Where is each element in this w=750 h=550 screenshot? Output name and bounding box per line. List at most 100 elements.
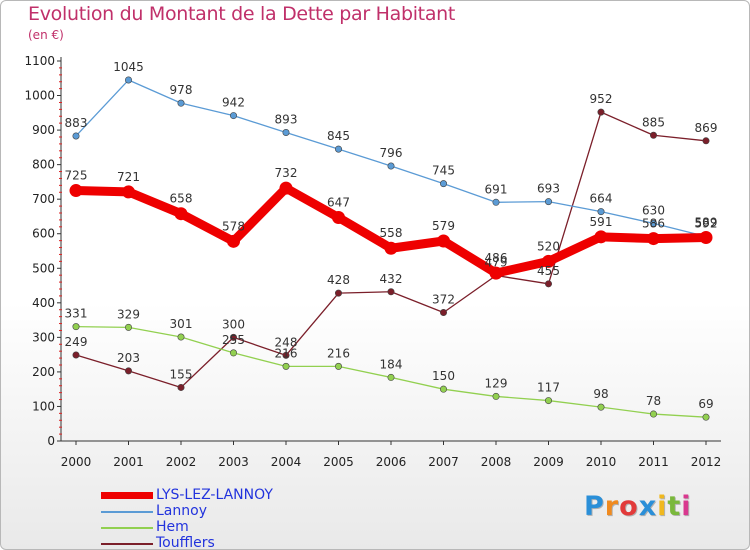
- data-label: 216: [275, 346, 298, 360]
- y-tick-label: 100: [32, 399, 55, 413]
- x-tick-label: 2008: [481, 455, 512, 469]
- data-point: [597, 108, 605, 116]
- data-label: 248: [275, 335, 298, 349]
- legend-swatch: [101, 492, 153, 499]
- data-label: 725: [65, 169, 88, 183]
- data-point: [125, 367, 133, 375]
- y-tick-label: 300: [32, 330, 55, 344]
- data-label: 630: [642, 203, 665, 217]
- data-point: [230, 333, 238, 341]
- data-label: 869: [695, 121, 718, 135]
- data-point: [174, 207, 188, 221]
- data-label: 1045: [113, 60, 144, 74]
- data-point: [544, 198, 552, 206]
- data-point: [282, 362, 290, 370]
- legend-swatch: [101, 543, 153, 545]
- data-point: [387, 288, 395, 296]
- data-point: [702, 137, 710, 145]
- logo-letter: o: [619, 491, 639, 522]
- data-label: 796: [380, 146, 403, 160]
- data-point: [437, 234, 450, 248]
- data-point: [230, 349, 238, 357]
- data-point: [542, 254, 555, 268]
- data-point: [72, 323, 80, 331]
- y-tick-label: 800: [32, 158, 55, 172]
- data-point: [544, 397, 552, 405]
- data-label: 591: [590, 215, 613, 229]
- data-label: 721: [117, 170, 140, 184]
- data-label: 691: [485, 182, 508, 196]
- data-label: 455: [537, 264, 560, 278]
- data-point: [439, 385, 447, 393]
- x-tick-label: 2002: [166, 455, 197, 469]
- data-point: [439, 308, 447, 316]
- legend-label: Lannoy: [156, 503, 207, 519]
- chart-axes: 0 100 200 300 400 500 600 700 800 900 1000 1100 2000…: [24, 54, 721, 469]
- x-tick-label: 2010: [586, 455, 617, 469]
- data-point: [332, 210, 345, 224]
- y-tick-label: 700: [32, 192, 55, 206]
- data-point: [649, 410, 657, 418]
- data-label: 78: [646, 394, 661, 408]
- data-label: 745: [432, 164, 455, 178]
- data-point: [230, 112, 238, 120]
- chart-subtitle: (en €): [28, 28, 64, 42]
- data-label: 952: [590, 92, 613, 106]
- data-point: [282, 351, 290, 359]
- logo-letter: i: [657, 491, 668, 522]
- data-point: [649, 131, 657, 139]
- data-point: [177, 383, 185, 391]
- data-point: [279, 181, 293, 195]
- x-tick-label: 2009: [533, 455, 564, 469]
- data-point: [69, 184, 83, 198]
- data-point: [387, 162, 395, 170]
- data-label: 300: [222, 317, 245, 331]
- data-label: 331: [65, 307, 88, 321]
- data-point: [699, 231, 713, 245]
- data-label: 216: [327, 346, 350, 360]
- data-label: 647: [327, 195, 350, 209]
- data-point: [439, 180, 447, 188]
- y-tick-label: 900: [32, 123, 55, 137]
- x-tick-label: 2004: [271, 455, 302, 469]
- data-label: 301: [170, 317, 193, 331]
- data-label: 845: [327, 129, 350, 143]
- legend-label: LYS-LEZ-LANNOY: [156, 487, 273, 503]
- data-label: 883: [65, 116, 88, 130]
- data-label: 978: [170, 83, 193, 97]
- legend-label: Hem: [156, 519, 189, 535]
- y-tick-label: 600: [32, 227, 55, 241]
- proxiti-logo: Proxiti: [584, 491, 692, 522]
- data-label: 479: [485, 256, 508, 270]
- data-label: 486: [485, 251, 508, 265]
- data-point: [125, 323, 133, 331]
- x-tick-label: 2001: [113, 455, 144, 469]
- data-label: 69: [698, 397, 713, 411]
- data-point: [334, 145, 342, 153]
- logo-letter: r: [604, 491, 620, 522]
- data-label: 558: [380, 226, 403, 240]
- y-tick-label: 400: [32, 296, 55, 310]
- data-label: 893: [275, 113, 298, 127]
- data-label: 942: [222, 96, 245, 110]
- data-label: 98: [593, 387, 608, 401]
- legend-swatch: [101, 527, 153, 529]
- data-label: 203: [117, 351, 140, 365]
- y-tick-label: 0: [47, 434, 55, 448]
- data-point: [492, 392, 500, 400]
- logo-letter: t: [667, 491, 682, 522]
- data-label: 586: [642, 217, 665, 231]
- data-point: [492, 198, 500, 206]
- y-tick-label: 200: [32, 365, 55, 379]
- data-label: 372: [432, 292, 455, 306]
- data-point: [597, 403, 605, 411]
- logo-letter: i: [681, 491, 692, 522]
- data-point: [594, 230, 608, 244]
- data-point: [177, 333, 185, 341]
- logo-letter: x: [638, 491, 658, 522]
- data-label: 664: [590, 192, 613, 206]
- x-tick-label: 2005: [323, 455, 354, 469]
- data-label: 693: [537, 182, 560, 196]
- y-tick-label: 500: [32, 261, 55, 275]
- data-label: 885: [642, 115, 665, 129]
